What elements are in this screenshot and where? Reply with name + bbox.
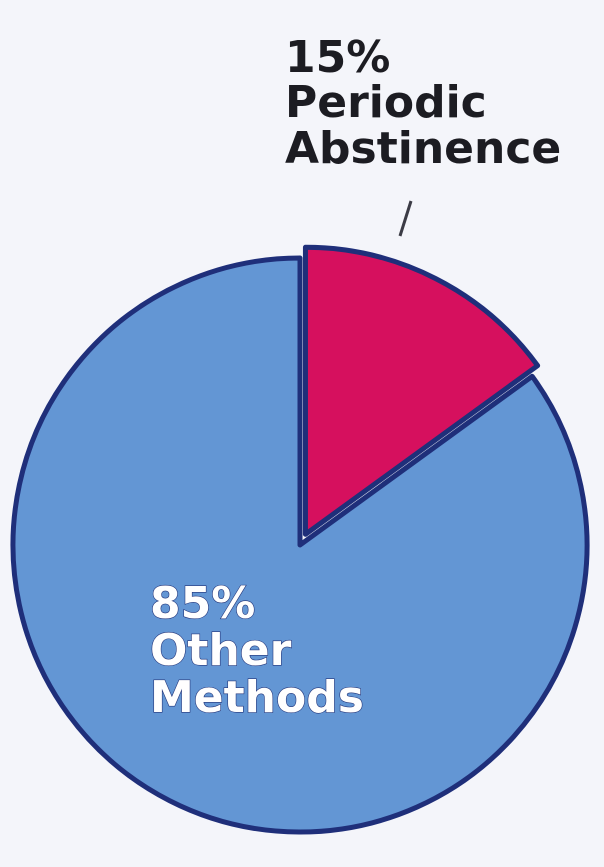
pie-slice-periodic-abstinence bbox=[302, 244, 541, 537]
slice-label-periodic-line1: Periodic bbox=[285, 77, 487, 128]
pie-slices bbox=[10, 244, 590, 835]
slice-label-periodic-abstinence: 15% Periodic Abstinence bbox=[285, 32, 561, 174]
slice-label-other-percent: 85% bbox=[150, 578, 255, 629]
slice-label-other-line2: Methods bbox=[150, 672, 364, 723]
slice-label-periodic-line2: Abstinence bbox=[285, 123, 561, 174]
leader-line bbox=[398, 200, 413, 237]
slice-label-other-line1: Other bbox=[150, 625, 292, 676]
pie-slice-other-methods bbox=[10, 255, 590, 835]
slice-label-periodic-percent: 15% bbox=[285, 32, 390, 83]
slice-label-other-methods: 85% Other Methods bbox=[149, 577, 364, 723]
